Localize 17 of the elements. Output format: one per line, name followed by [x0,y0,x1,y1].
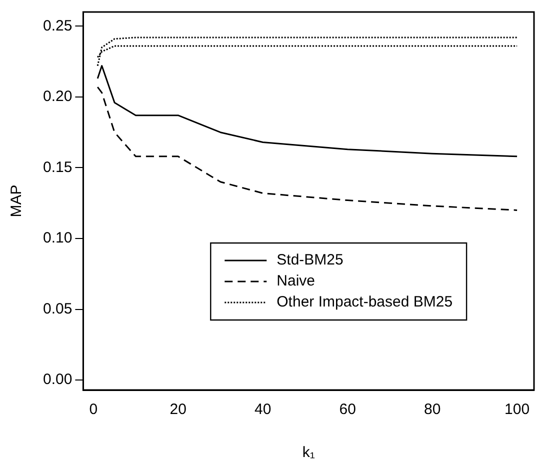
x-tick-label: 0 [89,401,98,418]
y-tick-label: 0.15 [42,158,72,176]
x-axis-title: k₁ [302,444,315,462]
x-tick-label: 100 [504,401,530,418]
x-tick-label: 40 [254,401,272,418]
x-tick-label: 80 [424,401,441,418]
y-tick-label: 0.05 [42,300,72,318]
y-axis-title: MAP [8,184,26,218]
legend-label: Other Impact-based BM25 [276,294,453,311]
y-tick-label: 0.20 [42,88,72,106]
x-tick-label: 20 [170,401,186,418]
legend-label: Naive [276,272,315,290]
y-tick-label: 0.25 [42,17,72,34]
legend-label: Std-BM25 [276,252,344,269]
y-tick-label: 0.10 [42,230,72,247]
y-tick-label: 0.00 [42,371,72,388]
x-tick-label: 60 [339,401,356,418]
